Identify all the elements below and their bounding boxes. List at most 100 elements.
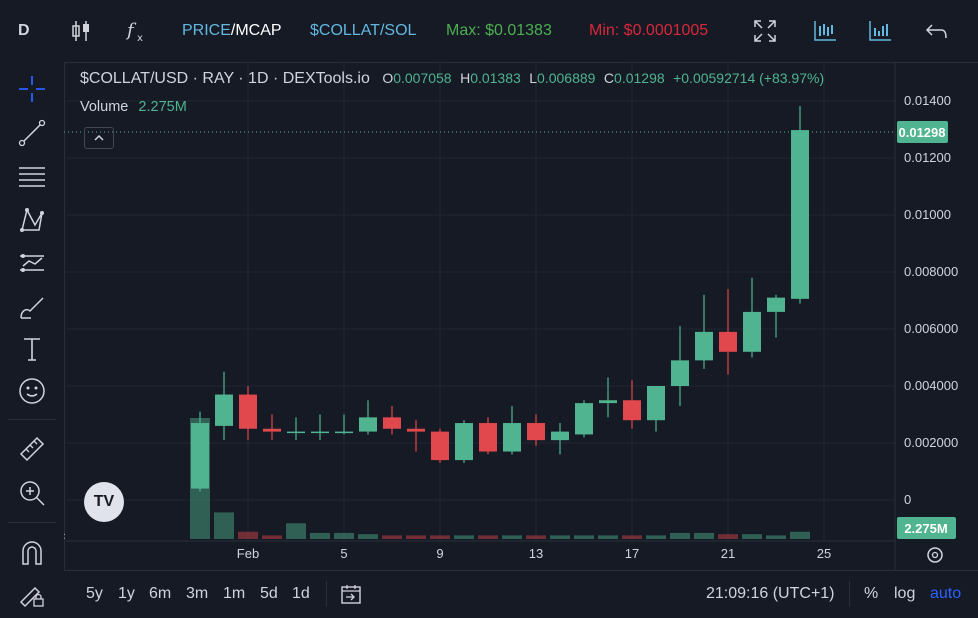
toolbar-divider [8, 522, 56, 523]
price-tick-label: 0.008000 [904, 264, 958, 279]
symbol-letter[interactable]: D [18, 22, 30, 39]
price-tick-label: 0.002000 [904, 435, 958, 450]
toolbar-divider [8, 419, 56, 420]
pair-label[interactable]: $COLLAT/SOL [310, 22, 417, 39]
candle [383, 405, 401, 435]
top-toolbar: D f x PRICE/MCAP $COLLAT/SOL Max: $0.013… [0, 0, 978, 63]
candle [503, 405, 521, 455]
candle [335, 414, 353, 435]
volume-bar [502, 535, 522, 539]
calendar-icon[interactable] [339, 582, 363, 606]
magnet-icon[interactable] [17, 538, 47, 568]
time-tick-label: 13 [529, 546, 543, 561]
fullscreen-icon[interactable] [752, 18, 778, 44]
volume-bar [238, 531, 258, 539]
price-axis[interactable]: 0.01400 0.01200 0.01000 0.008000 0.006000 0.0… [904, 93, 958, 507]
settings-icon[interactable] [927, 547, 943, 563]
range-1d[interactable]: 1d [292, 585, 310, 602]
clock-time[interactable]: 21:09:16 (UTC+1) [706, 585, 835, 602]
candle [551, 423, 569, 455]
range-1y[interactable]: 1y [118, 585, 135, 602]
collapse-legend-button[interactable] [84, 127, 114, 149]
drawing-toolbar [0, 62, 65, 617]
price-tick-label: 0.01400 [904, 93, 951, 108]
pattern-icon[interactable] [17, 205, 47, 235]
crosshair-icon[interactable] [17, 74, 47, 104]
range-1m[interactable]: 1m [223, 585, 246, 602]
ruler-icon[interactable] [17, 434, 47, 464]
volume-label: Volume [80, 99, 129, 115]
time-axis[interactable]: Feb 5 9 13 17 21 25 [237, 546, 831, 561]
volume-value: 2.275M [138, 99, 187, 115]
bar-chart-icon[interactable] [812, 18, 838, 44]
volume-bar [646, 535, 666, 539]
volume-bar [526, 535, 546, 539]
candles-icon[interactable] [68, 18, 94, 44]
candle [191, 411, 209, 492]
volume-bar [286, 523, 306, 539]
percent-toggle[interactable]: % [864, 585, 879, 602]
auto-toggle[interactable]: auto [930, 585, 962, 602]
volume-badge-value: 2.275M [904, 521, 947, 536]
volume-legend: Volume 2.275M [80, 99, 187, 115]
close-label: C [603, 70, 615, 86]
candle [455, 420, 473, 463]
mcap-label[interactable]: /MCAP [230, 22, 282, 39]
candle [719, 289, 737, 375]
candle [287, 417, 305, 441]
svg-text:f: f [125, 20, 137, 41]
volume-bar [670, 532, 690, 539]
price-tick-label: 0.01200 [904, 150, 951, 165]
candle [479, 417, 497, 455]
trendline-icon[interactable] [17, 118, 47, 148]
emoji-icon[interactable] [17, 376, 47, 406]
zoom-icon[interactable] [17, 478, 47, 508]
time-tick-label: 9 [436, 546, 443, 561]
price-tick-label: 0.01000 [904, 207, 951, 222]
undo-icon[interactable] [924, 18, 950, 44]
range-6m[interactable]: 6m [149, 585, 172, 602]
fib-icon[interactable] [17, 162, 47, 192]
open-label: O [382, 70, 394, 86]
volume-bar [718, 534, 738, 539]
candle [263, 414, 281, 441]
price-chart[interactable]: 0.01400 0.01200 0.01000 0.008000 0.006000 0.0… [64, 62, 978, 570]
volume-bar [574, 535, 594, 539]
svg-text:x: x [137, 33, 143, 44]
price-label[interactable]: PRICE [182, 22, 231, 39]
candle [599, 377, 617, 418]
scroll-left-icon[interactable]: ‹ [64, 529, 66, 543]
lock-icon[interactable] [17, 580, 47, 610]
candle [623, 380, 641, 429]
last-price-value: 0.01298 [899, 125, 946, 140]
candle [647, 386, 665, 432]
candle [407, 420, 425, 452]
candle [311, 414, 329, 441]
candle [767, 294, 785, 338]
last-price-badge [897, 121, 948, 143]
range-3m[interactable]: 3m [186, 585, 209, 602]
candle [743, 277, 761, 358]
line-chart-icon[interactable] [867, 18, 893, 44]
candle [527, 414, 545, 446]
open-value: 0.007058 [393, 70, 452, 86]
candle [575, 400, 593, 438]
prediction-icon[interactable] [17, 248, 47, 278]
fx-icon[interactable]: f x [123, 18, 149, 44]
volume-bar [406, 535, 426, 539]
candle [359, 400, 377, 435]
range-5y[interactable]: 5y [86, 585, 103, 602]
volume-badge [897, 517, 956, 539]
bottom-divider [326, 581, 327, 607]
range-5d[interactable]: 5d [260, 585, 278, 602]
volume-bar [742, 534, 762, 539]
high-value: 0.01383 [470, 70, 521, 86]
text-icon[interactable] [17, 334, 47, 364]
close-value: 0.01298 [614, 70, 665, 86]
time-tick-label: 5 [340, 546, 347, 561]
time-tick-label: 25 [817, 546, 831, 561]
log-toggle[interactable]: log [894, 585, 916, 602]
brush-icon[interactable] [17, 292, 47, 322]
tradingview-logo[interactable]: TV [84, 482, 124, 522]
chart-title: $COLLAT/USD · RAY · 1D · DEXTools.io [80, 70, 370, 87]
